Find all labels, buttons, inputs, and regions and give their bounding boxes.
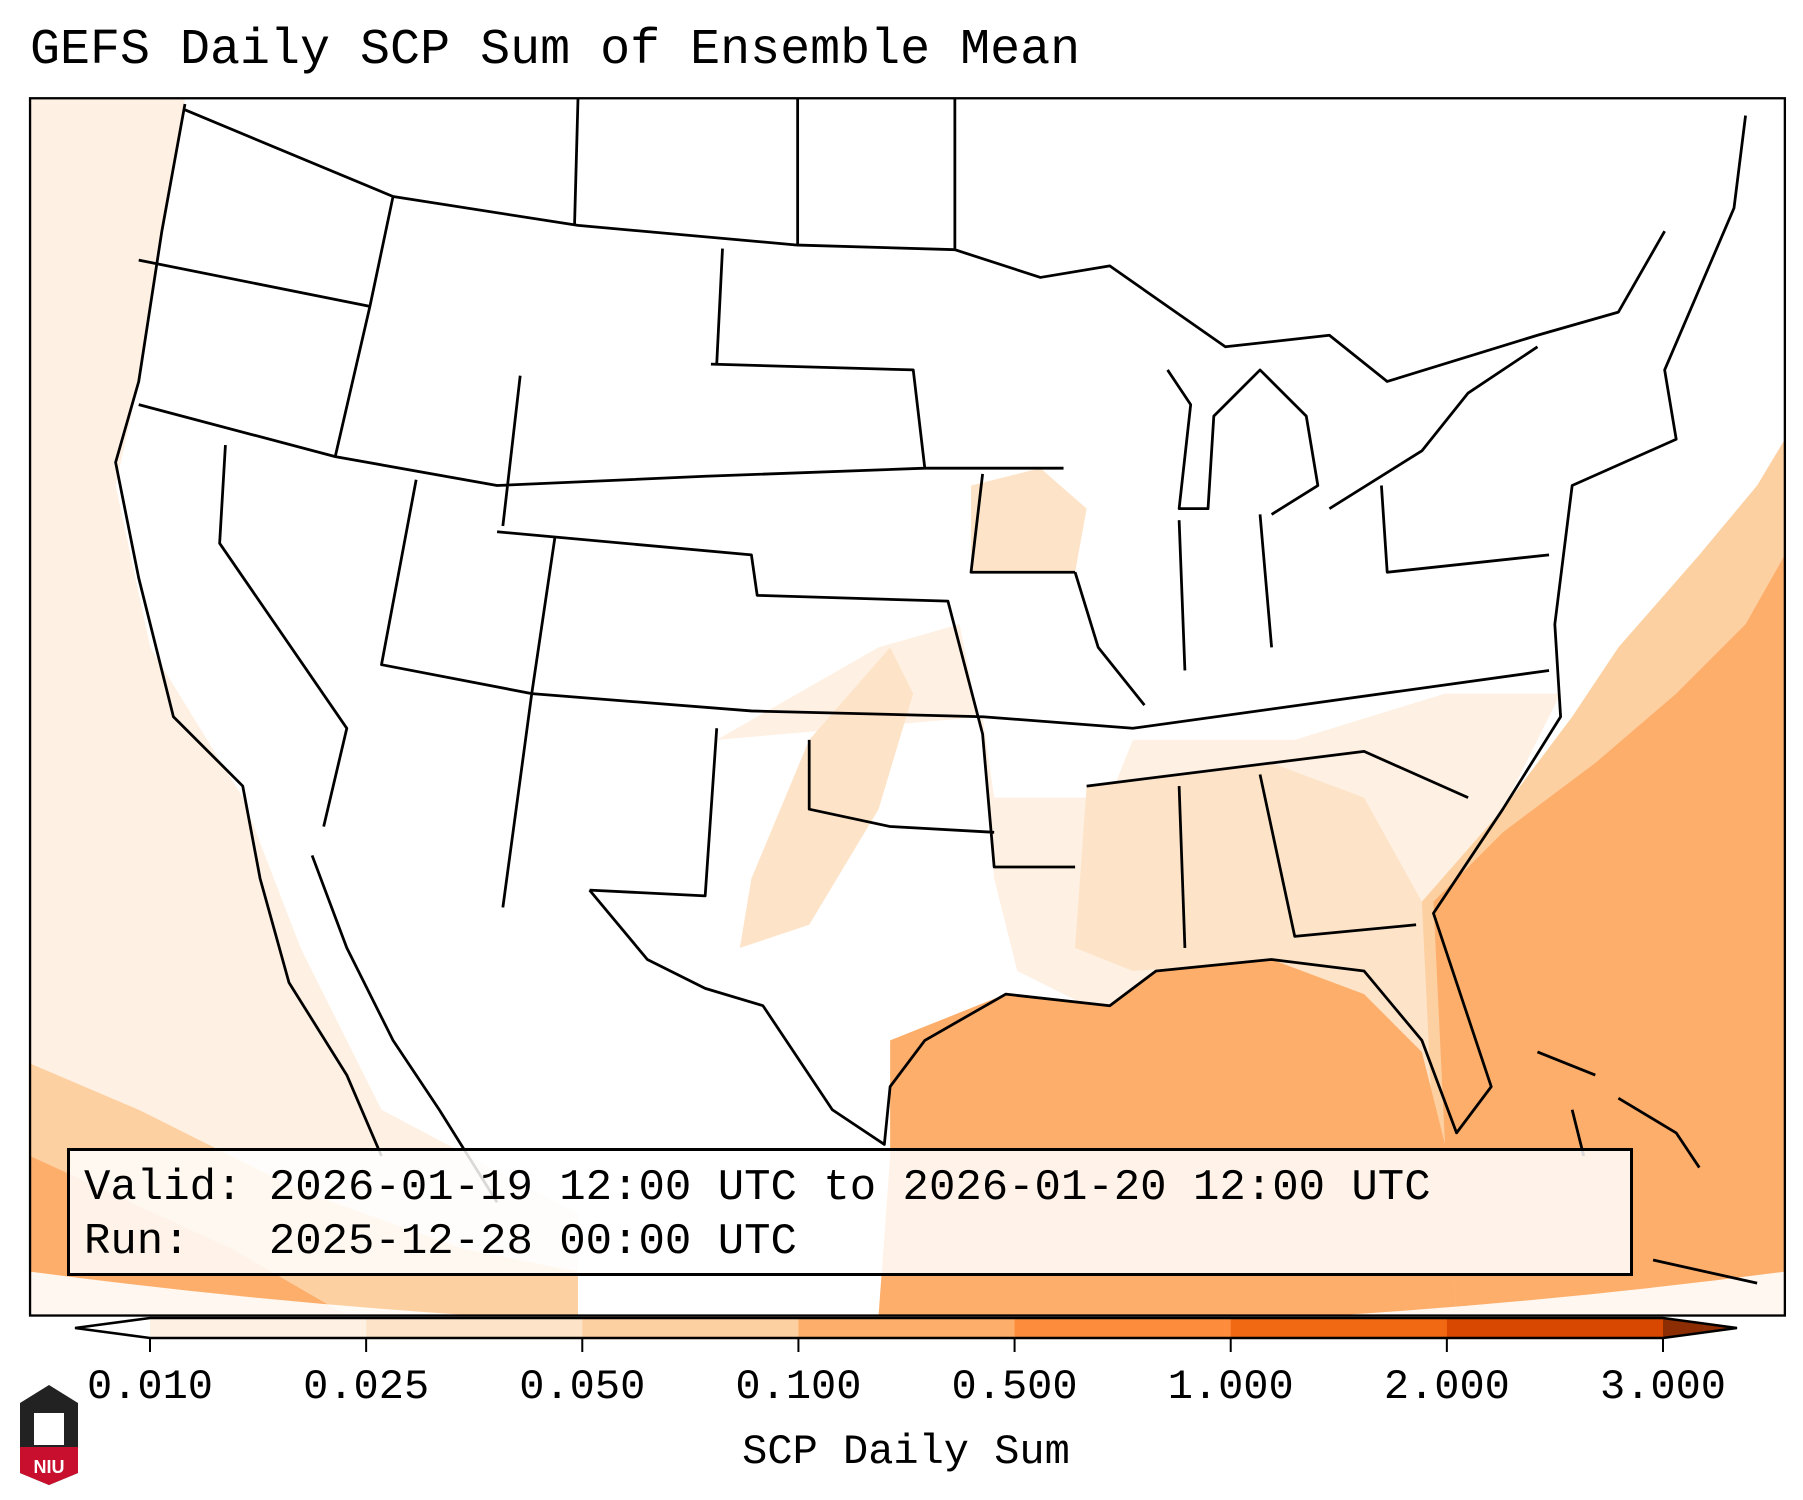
coastline xyxy=(114,103,1747,1203)
colorbar-tick-label: 0.500 xyxy=(951,1363,1078,1411)
map-frame xyxy=(28,97,1787,1317)
scp-field xyxy=(30,98,1785,1316)
colorbar-tick-label: 0.100 xyxy=(735,1363,862,1411)
colorbar-bin xyxy=(798,1318,1016,1338)
colorbar-label: SCP Daily Sum xyxy=(742,1428,1070,1476)
scp-area-iowa xyxy=(971,468,1087,573)
colorbar-bin xyxy=(366,1318,583,1338)
niu-logo-icon: NIU xyxy=(20,1385,78,1485)
caribbean-islands xyxy=(1536,1050,1758,1285)
state-lines xyxy=(138,98,1550,948)
colorbar-tick-label: 0.050 xyxy=(519,1363,646,1411)
svg-text:NIU: NIU xyxy=(34,1457,65,1477)
colorbar-tick-label: 2.000 xyxy=(1383,1363,1510,1411)
colorbar-bin xyxy=(150,1318,367,1338)
scp-area-atlantic xyxy=(1433,554,1785,1316)
colorbar xyxy=(74,1316,1738,1352)
colorbar-bin xyxy=(582,1318,799,1338)
colorbar-bin xyxy=(1230,1318,1448,1338)
run-time-text: Run: 2025-12-28 00:00 UTC xyxy=(84,1217,797,1267)
scp-area-southeast xyxy=(1075,762,1480,1145)
chart-title: GEFS Daily SCP Sum of Ensemble Mean xyxy=(30,22,1081,79)
colorbar-tick-label: 0.025 xyxy=(303,1363,430,1411)
colorbar-tick-label: 3.000 xyxy=(1599,1363,1727,1411)
colorbar-bin xyxy=(1014,1318,1232,1338)
great-lakes xyxy=(1166,345,1539,516)
valid-run-info-box: Valid: 2026-01-19 12:00 UTC to 2026-01-2… xyxy=(67,1148,1633,1276)
colorbar-tick-label: 0.010 xyxy=(86,1363,214,1411)
colorbar-tick-label: 1.000 xyxy=(1167,1363,1294,1411)
colorbar-over-extend xyxy=(1663,1318,1737,1338)
scp-area-texas xyxy=(739,647,914,948)
us-canada-border xyxy=(184,108,1666,383)
boundaries xyxy=(114,98,1758,1285)
colorbar-under-extend xyxy=(75,1318,150,1338)
scp-area-west-ocean xyxy=(30,98,579,1316)
colorbar-bin xyxy=(1446,1318,1664,1338)
valid-time-text: Valid: 2026-01-19 12:00 UTC to 2026-01-2… xyxy=(84,1163,1431,1213)
